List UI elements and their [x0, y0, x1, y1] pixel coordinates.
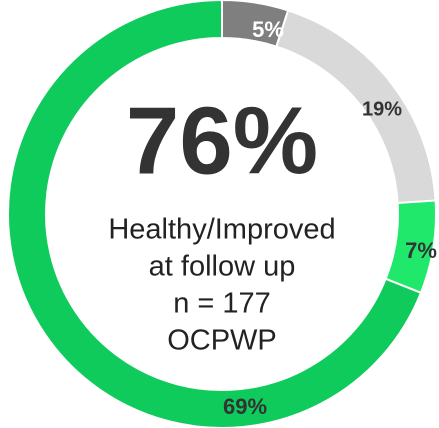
headline: 76%	[126, 87, 318, 194]
labels: 5% 19% 7% 69% 76% Healthy/Improved at follow u…	[108, 17, 437, 419]
center-text: Healthy/Improved	[108, 214, 335, 246]
center-text: OCPWP	[167, 325, 277, 357]
donut	[7, 0, 437, 428]
center-text: n = 177	[173, 288, 271, 320]
data-label: 5%	[252, 17, 284, 42]
data-label: 69%	[223, 394, 267, 419]
data-label: 19%	[362, 98, 402, 120]
donut-segment	[7, 0, 423, 428]
center-text: at follow up	[149, 251, 296, 283]
data-label: 7%	[405, 238, 437, 263]
